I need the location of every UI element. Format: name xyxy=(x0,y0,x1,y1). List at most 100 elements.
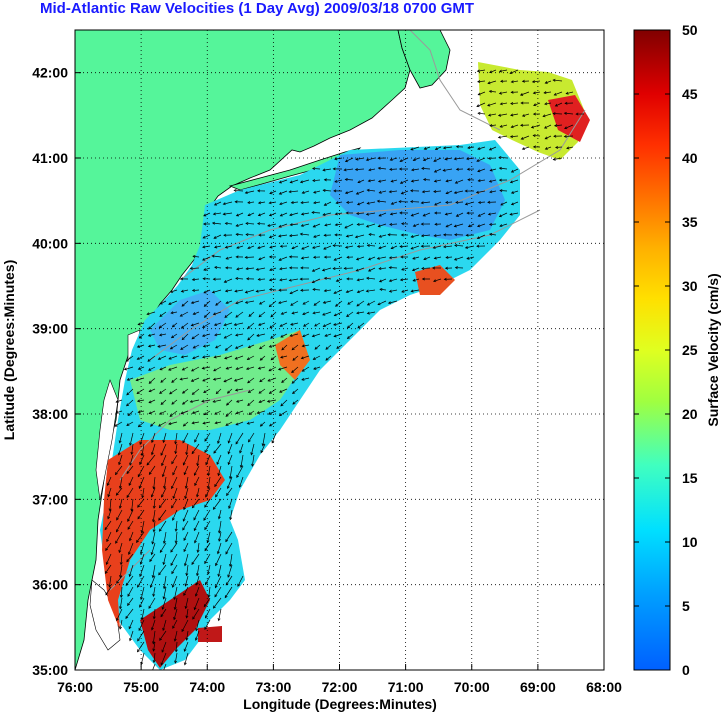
velocity-vector-head xyxy=(333,257,337,261)
velocity-vector-head xyxy=(322,324,326,327)
velocity-vector-head xyxy=(256,333,260,337)
velocity-vector-head xyxy=(169,413,173,417)
velocity-vector-head xyxy=(432,266,436,270)
velocity-vector xyxy=(180,410,189,414)
velocity-vector-head xyxy=(203,604,207,608)
velocity-vector xyxy=(226,399,233,406)
velocity-vector-head xyxy=(334,212,338,216)
velocity-vector xyxy=(171,476,178,489)
velocity-vector-head xyxy=(160,452,164,456)
velocity-vector-head xyxy=(312,311,316,315)
y-tick-label: 38:00 xyxy=(32,406,68,422)
velocity-vector-head xyxy=(204,626,208,630)
velocity-vector-head xyxy=(257,246,261,250)
velocity-vector xyxy=(119,564,123,578)
velocity-vector xyxy=(138,322,145,325)
velocity-vector-head xyxy=(137,584,140,588)
velocity-vector xyxy=(291,245,299,249)
velocity-vector xyxy=(235,421,244,426)
velocity-vector-head xyxy=(250,452,254,456)
velocity-vector-head xyxy=(183,592,187,597)
velocity-vector-head xyxy=(244,191,248,195)
velocity-vector-head xyxy=(411,268,416,272)
velocity-vector-head xyxy=(268,344,272,348)
velocity-vector-head xyxy=(194,540,197,544)
velocity-vector-head xyxy=(420,244,424,248)
velocity-vector xyxy=(215,487,222,498)
velocity-vector-head xyxy=(498,155,502,159)
velocity-vector xyxy=(137,399,145,402)
velocity-vector xyxy=(224,333,233,339)
velocity-vector-head xyxy=(466,256,470,260)
velocity-vector-head xyxy=(248,412,252,415)
velocity-vector-head xyxy=(126,494,130,499)
velocity-vector xyxy=(229,509,233,520)
velocity-vector xyxy=(171,333,178,338)
velocity-vector-head xyxy=(343,266,347,270)
velocity-vector xyxy=(302,333,310,337)
velocity-vector xyxy=(410,146,420,150)
velocity-vector xyxy=(433,157,442,162)
velocity-vector-head xyxy=(290,322,294,326)
velocity-vector-head xyxy=(215,391,219,395)
velocity-vector-head xyxy=(184,485,188,489)
velocity-vector xyxy=(128,542,134,555)
velocity-vector xyxy=(313,234,321,238)
velocity-vector xyxy=(336,201,343,204)
velocity-vector xyxy=(260,355,266,361)
velocity-vector-head xyxy=(521,79,525,83)
velocity-vector-head xyxy=(149,558,153,563)
velocity-vector-head xyxy=(181,390,186,394)
velocity-vector-head xyxy=(333,313,337,317)
velocity-vector-head xyxy=(171,461,175,465)
velocity-vector xyxy=(203,509,211,521)
velocity-vector xyxy=(214,266,222,269)
velocity-vector-head xyxy=(246,277,250,281)
velocity-vector xyxy=(170,344,178,350)
velocity-vector-head xyxy=(140,596,143,601)
velocity-vector xyxy=(228,498,233,509)
velocity-vector xyxy=(511,190,519,194)
velocity-vector xyxy=(258,388,266,394)
y-tick-label: 39:00 xyxy=(32,321,68,337)
velocity-vector xyxy=(467,146,475,149)
velocity-vector xyxy=(149,553,156,562)
velocity-vector-head xyxy=(563,111,567,115)
velocity-vector xyxy=(269,300,277,307)
velocity-vector-head xyxy=(195,582,199,586)
velocity-vector xyxy=(302,311,310,315)
velocity-vector-head xyxy=(214,333,218,337)
velocity-vector-head xyxy=(377,179,382,183)
velocity-vector xyxy=(247,201,255,204)
velocity-vector-head xyxy=(159,637,163,641)
velocity-vector-head xyxy=(301,368,305,372)
velocity-vector-head xyxy=(258,390,262,394)
velocity-vector xyxy=(260,421,266,427)
velocity-vector xyxy=(334,157,343,160)
velocity-vector-head xyxy=(137,322,141,326)
velocity-vector-head xyxy=(489,124,493,127)
velocity-vector xyxy=(301,223,310,227)
velocity-vector xyxy=(411,212,420,217)
velocity-vector xyxy=(140,586,145,600)
velocity-vector-head xyxy=(202,378,206,382)
velocity-vector xyxy=(413,278,420,282)
velocity-vector-head xyxy=(185,637,189,641)
velocity-vector xyxy=(554,91,563,96)
velocity-vector xyxy=(170,311,178,314)
velocity-vector-head xyxy=(183,549,187,553)
velocity-vector xyxy=(511,201,519,205)
velocity-vector xyxy=(281,344,288,351)
velocity-vector-head xyxy=(147,333,152,337)
velocity-vector xyxy=(289,278,299,281)
velocity-vector-head xyxy=(399,211,403,215)
velocity-vector xyxy=(466,256,475,260)
velocity-vector xyxy=(118,443,123,456)
velocity-vector xyxy=(207,564,211,575)
velocity-vector xyxy=(146,454,156,466)
velocity-vector-head xyxy=(168,422,172,426)
velocity-vector xyxy=(367,244,376,247)
velocity-vector xyxy=(150,421,156,427)
velocity-vector xyxy=(239,443,244,454)
velocity-vector xyxy=(205,487,211,498)
